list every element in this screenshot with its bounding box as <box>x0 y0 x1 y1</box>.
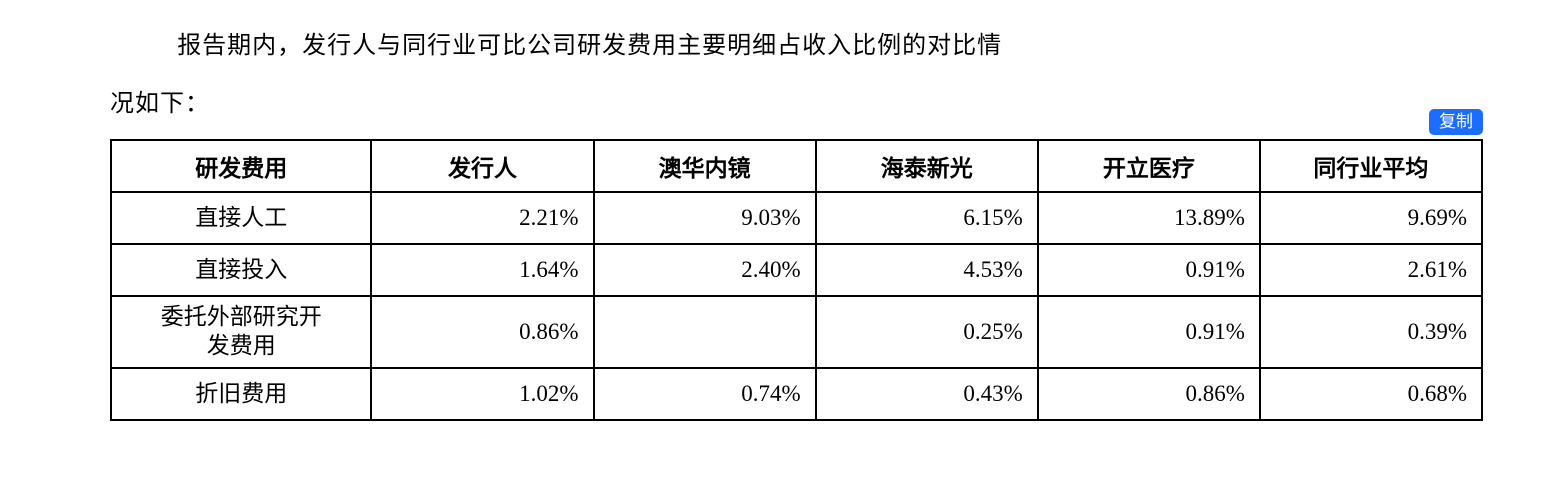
row-label: 直接人工 <box>111 192 371 244</box>
cell-value: 1.02% <box>371 368 593 420</box>
intro-paragraph: 报告期内，发行人与同行业可比公司研发费用主要明细占收入比例的对比情 况如下： <box>0 18 1553 133</box>
cell-value: 0.68% <box>1260 368 1482 420</box>
rd-expense-comparison-table: 研发费用 发行人 澳华内镜 海泰新光 开立医疗 同行业平均 直接人工 2.21%… <box>110 139 1483 421</box>
cell-value <box>594 296 816 368</box>
table-container: 复制 研发费用 发行人 澳华内镜 海泰新光 开立医疗 同行业平均 直接人工 2.… <box>0 139 1553 421</box>
cell-value: 0.25% <box>816 296 1038 368</box>
col-header: 发行人 <box>371 140 593 192</box>
col-header: 澳华内镜 <box>594 140 816 192</box>
row-label: 委托外部研究开发费用 <box>111 296 371 368</box>
cell-value: 9.69% <box>1260 192 1482 244</box>
cell-value: 0.39% <box>1260 296 1482 368</box>
cell-value: 13.89% <box>1038 192 1260 244</box>
cell-value: 0.86% <box>371 296 593 368</box>
cell-value: 9.03% <box>594 192 816 244</box>
col-header: 海泰新光 <box>816 140 1038 192</box>
col-header: 同行业平均 <box>1260 140 1482 192</box>
cell-value: 4.53% <box>816 244 1038 296</box>
cell-value: 0.86% <box>1038 368 1260 420</box>
table-row: 委托外部研究开发费用 0.86% 0.25% 0.91% 0.39% <box>111 296 1482 368</box>
cell-value: 0.91% <box>1038 244 1260 296</box>
cell-value: 1.64% <box>371 244 593 296</box>
row-label: 直接投入 <box>111 244 371 296</box>
cell-value: 0.91% <box>1038 296 1260 368</box>
table-row: 直接投入 1.64% 2.40% 4.53% 0.91% 2.61% <box>111 244 1482 296</box>
row-label: 折旧费用 <box>111 368 371 420</box>
table-row: 直接人工 2.21% 9.03% 6.15% 13.89% 9.69% <box>111 192 1482 244</box>
cell-value: 0.43% <box>816 368 1038 420</box>
table-header-row: 研发费用 发行人 澳华内镜 海泰新光 开立医疗 同行业平均 <box>111 140 1482 192</box>
col-header: 开立医疗 <box>1038 140 1260 192</box>
cell-value: 2.21% <box>371 192 593 244</box>
intro-line-1: 报告期内，发行人与同行业可比公司研发费用主要明细占收入比例的对比情 <box>110 18 1483 76</box>
intro-line-2: 况如下： <box>110 76 1483 134</box>
cell-value: 2.61% <box>1260 244 1482 296</box>
cell-value: 2.40% <box>594 244 816 296</box>
copy-button[interactable]: 复制 <box>1429 109 1483 135</box>
cell-value: 6.15% <box>816 192 1038 244</box>
cell-value: 0.74% <box>594 368 816 420</box>
table-row: 折旧费用 1.02% 0.74% 0.43% 0.86% 0.68% <box>111 368 1482 420</box>
col-header: 研发费用 <box>111 140 371 192</box>
